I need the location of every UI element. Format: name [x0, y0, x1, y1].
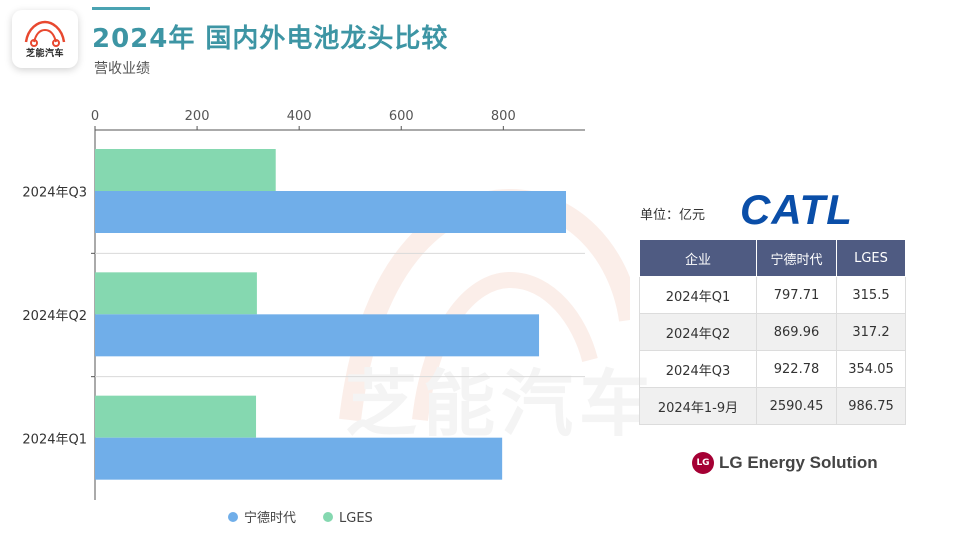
table-header-cell: 宁德时代 — [756, 239, 837, 277]
lg-energy-logo: LG LG Energy Solution — [692, 450, 878, 476]
watermark: 芝能汽车 — [345, 362, 658, 446]
page-title: 2024年 国内外电池龙头比较 — [92, 24, 449, 54]
brand-logo: 芝能汽车 — [12, 10, 78, 68]
table-header-row: 企业 宁德时代 LGES — [639, 239, 906, 277]
bar — [95, 191, 567, 233]
table-cell: 315.5 — [836, 276, 906, 314]
legend-label: 宁德时代 — [244, 510, 296, 526]
x-tick-label: 600 — [389, 109, 414, 124]
table-cell: 2024年1-9月 — [639, 387, 757, 425]
table-cell: 869.96 — [756, 313, 837, 351]
bar — [95, 437, 503, 480]
table-cell: 354.05 — [836, 350, 906, 388]
bar — [95, 272, 257, 315]
y-category-label: 2024年Q3 — [22, 186, 87, 201]
x-tick-label: 400 — [287, 109, 312, 124]
table-cell: 986.75 — [836, 387, 906, 425]
table-cell: 2024年Q3 — [639, 350, 757, 388]
table-cell: 2024年Q1 — [639, 276, 757, 314]
catl-logo: CATL — [740, 186, 853, 233]
x-tick-label: 200 — [185, 109, 210, 124]
table-row: 2024年Q1 797.71 315.5 — [639, 276, 906, 314]
table-unit: 单位：亿元 — [640, 208, 706, 223]
header-accent-bar — [92, 7, 150, 10]
car-outline-icon — [24, 20, 66, 47]
bar — [95, 149, 276, 191]
bar — [95, 395, 257, 438]
table-cell: 317.2 — [836, 313, 906, 351]
table-cell: 2024年Q2 — [639, 313, 757, 351]
table-header-cell: 企业 — [639, 239, 757, 277]
table-header-cell: LGES — [836, 239, 906, 277]
table-row: 2024年Q2 869.96 317.2 — [639, 313, 906, 351]
brand-logo-text: 芝能汽车 — [25, 49, 64, 59]
x-tick-label: 800 — [491, 109, 516, 124]
y-category-label: 2024年Q1 — [22, 432, 87, 447]
lg-logo-text: LG Energy Solution — [719, 453, 878, 472]
bar — [95, 314, 540, 357]
legend-label: LGES — [339, 511, 373, 526]
table-row: 2024年1-9月 2590.45 986.75 — [639, 387, 906, 425]
revenue-table: 企业 宁德时代 LGES 2024年Q1 797.71 315.5 2024年Q… — [639, 239, 906, 425]
x-tick-label: 0 — [91, 109, 99, 124]
y-category-label: 2024年Q2 — [22, 309, 87, 324]
lg-circle-icon: LG — [692, 452, 714, 474]
table-row: 2024年Q3 922.78 354.05 — [639, 350, 906, 388]
legend-marker — [323, 512, 333, 522]
table-cell: 922.78 — [756, 350, 837, 388]
revenue-bar-chart: 0 200 400 600 800 2024年Q3 2024年Q2 2024年Q1 宁德时代 LG… — [22, 109, 585, 526]
legend-marker — [228, 512, 238, 522]
table-cell: 2590.45 — [756, 387, 837, 425]
page-subtitle: 营收业绩 — [94, 61, 150, 77]
table-cell: 797.71 — [756, 276, 837, 314]
